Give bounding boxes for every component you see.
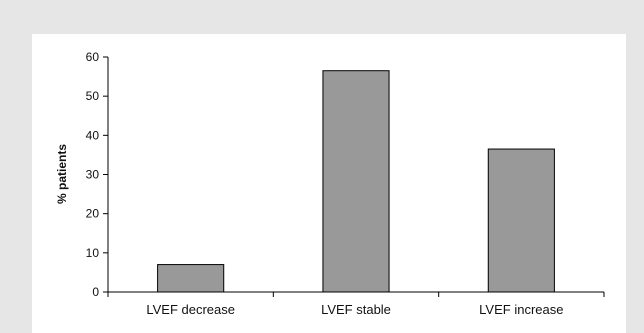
x-category-label: LVEF stable	[321, 302, 391, 317]
y-tick-label: 40	[86, 128, 100, 142]
y-tick-label: 50	[86, 89, 100, 103]
bar-lvef-stable	[322, 70, 390, 293]
y-tick-label: 60	[86, 50, 100, 64]
x-category-label: LVEF decrease	[146, 302, 235, 317]
x-category-label: LVEF increase	[479, 302, 563, 317]
y-tick-label: 0	[92, 285, 99, 299]
bar-lvef-increase	[487, 148, 555, 293]
labels-layer: 0 10 20 30 40 50 60 LVEF decrease LVEF stable LVE…	[86, 50, 564, 317]
y-tick-label: 30	[86, 168, 100, 182]
bar-lvef-decrease	[157, 264, 225, 293]
y-axis-title: % patients	[55, 144, 69, 204]
bars-layer	[157, 70, 555, 293]
y-tick-label: 20	[86, 207, 100, 221]
y-tick-label: 10	[86, 246, 100, 260]
